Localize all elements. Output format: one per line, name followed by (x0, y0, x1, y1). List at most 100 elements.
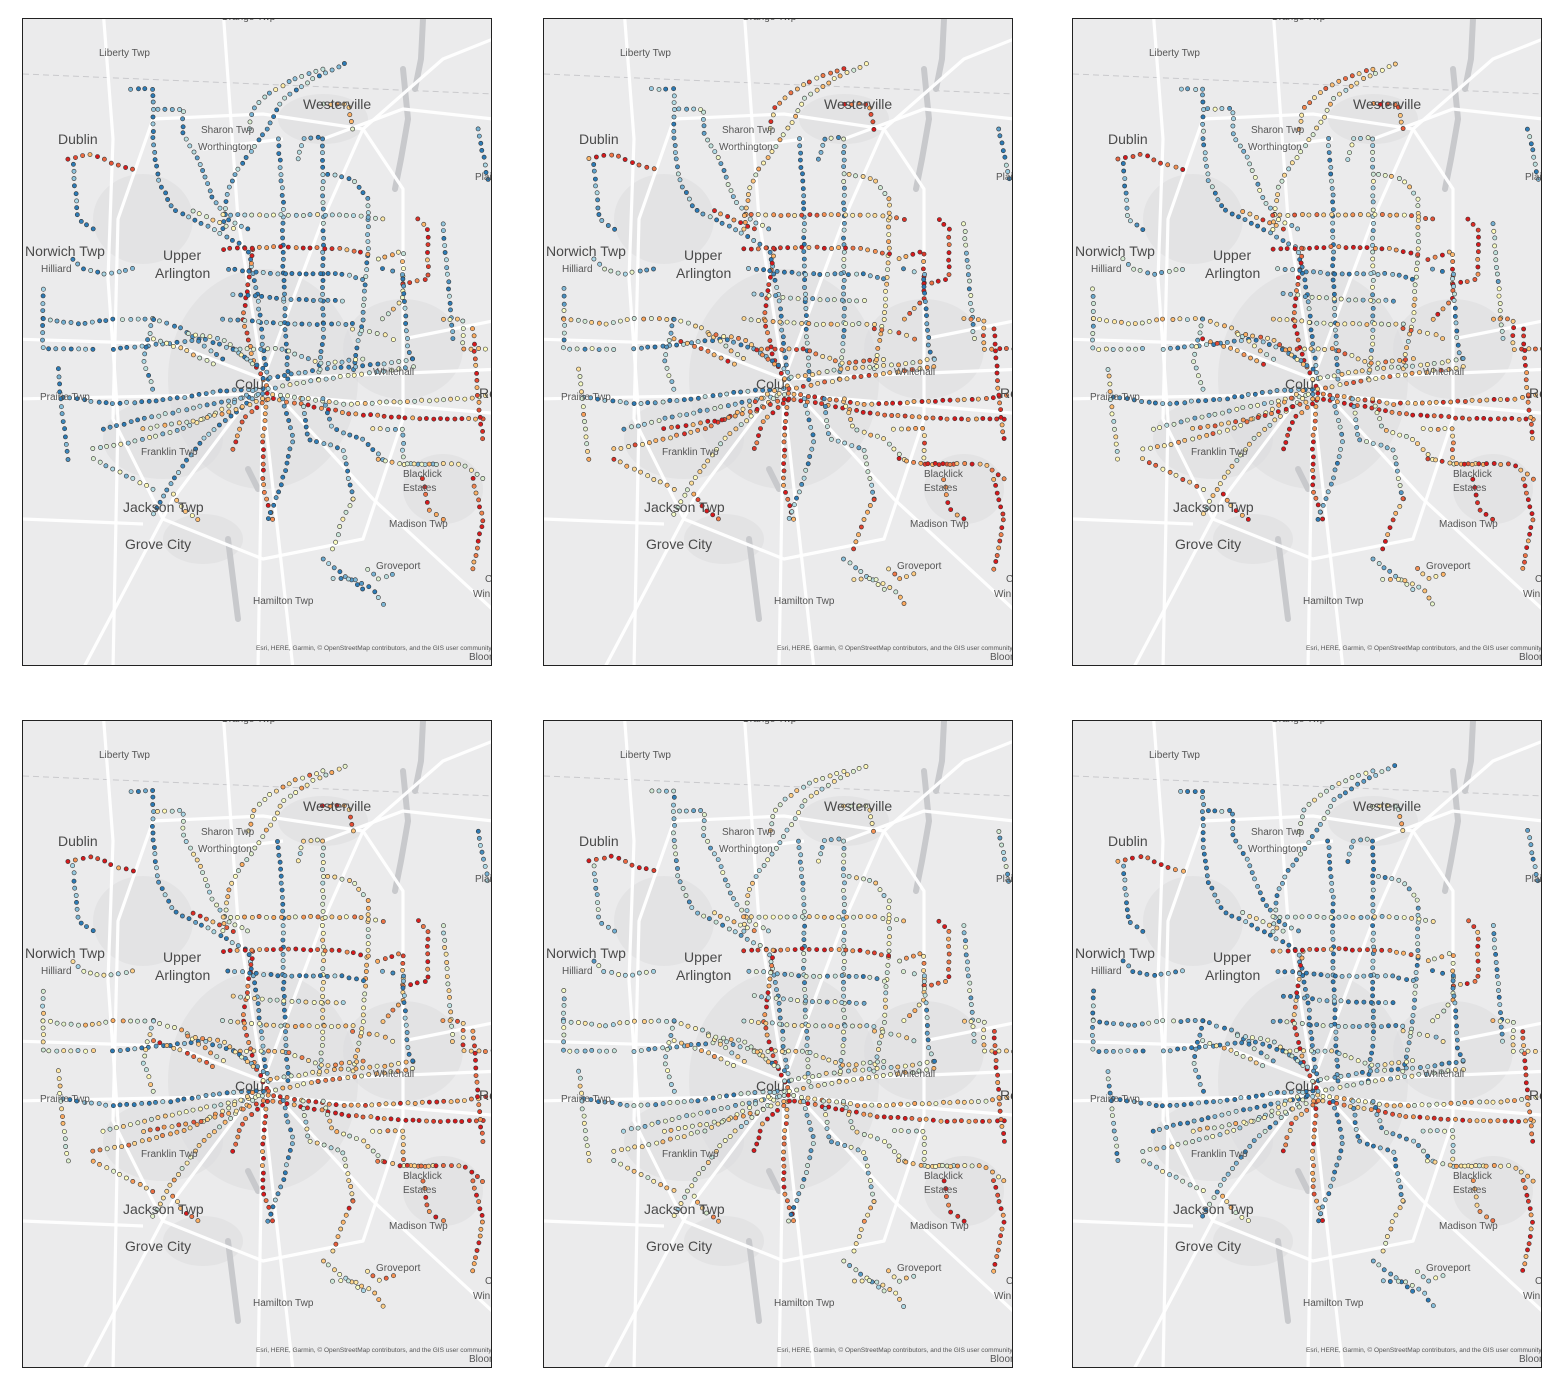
stop-point (871, 127, 877, 132)
stop-point (1131, 397, 1137, 403)
stop-point (478, 1124, 483, 1130)
stop-point (1247, 211, 1253, 217)
stop-point (1325, 271, 1331, 277)
stop-point (419, 461, 425, 467)
stop-point (284, 411, 289, 416)
place-label-sharon: Sharon Twp (722, 125, 776, 136)
stop-point (818, 851, 824, 857)
stop-point (963, 952, 969, 958)
stop-point (151, 1038, 156, 1044)
stop-point (270, 1218, 275, 1224)
stop-point (717, 1094, 723, 1100)
stop-point (1497, 308, 1503, 314)
stop-point (596, 212, 602, 217)
stop-point (1238, 422, 1244, 428)
place-label-estates: Estates (924, 483, 958, 494)
stop-point (651, 266, 656, 272)
stop-point (289, 1141, 295, 1147)
stop-point (835, 438, 841, 444)
place-label-worthington: Worthington (198, 142, 252, 153)
stop-point (1331, 291, 1337, 297)
stop-point (853, 1062, 859, 1068)
stop-point (739, 411, 745, 417)
stop-point (471, 483, 477, 489)
map-3: Orange TwpLiberty TwpWestervilleDublinSh… (1072, 18, 1542, 666)
stop-point (365, 239, 371, 244)
stop-point (791, 516, 796, 522)
stop-point (829, 1139, 834, 1145)
stop-point (448, 1009, 454, 1015)
stop-point (259, 400, 265, 406)
stop-point (980, 416, 986, 421)
stop-point (788, 997, 794, 1002)
stop-point (1524, 126, 1530, 132)
stop-point (824, 999, 830, 1005)
stop-point (1336, 418, 1341, 423)
stop-point (1091, 316, 1096, 321)
stop-point (1364, 322, 1370, 327)
stop-point (1376, 399, 1382, 405)
stop-point (365, 1143, 371, 1149)
stop-point (844, 70, 850, 75)
stop-point (826, 80, 832, 86)
stop-point (281, 998, 287, 1004)
stop-point (172, 1025, 177, 1030)
stop-point (132, 400, 138, 406)
stop-point (873, 1074, 879, 1080)
stop-point (1449, 447, 1455, 453)
stop-point (903, 254, 909, 259)
stop-point (1171, 421, 1177, 427)
stop-point (253, 987, 258, 993)
stop-point (1332, 327, 1338, 333)
stop-point (291, 400, 297, 406)
stop-point (169, 905, 175, 911)
stop-point (820, 1055, 826, 1061)
stop-point (272, 1197, 278, 1203)
stop-point (1423, 216, 1428, 221)
stop-point (1346, 297, 1352, 303)
stop-point (345, 1075, 351, 1080)
stop-point (152, 859, 158, 864)
stop-point (446, 286, 451, 292)
stop-point (103, 318, 109, 323)
stop-point (824, 1119, 830, 1125)
stop-point (1476, 234, 1481, 240)
stop-point (863, 764, 869, 769)
stop-point (1204, 163, 1209, 169)
stop-point (48, 1018, 53, 1024)
stop-point (886, 196, 892, 202)
stop-point (125, 440, 131, 446)
stop-point (191, 851, 196, 857)
stop-point (183, 1210, 189, 1216)
stop-point (989, 467, 995, 473)
stop-point (260, 1170, 266, 1176)
stop-point (1251, 343, 1257, 349)
stop-point (402, 1015, 408, 1021)
stop-point (671, 386, 677, 392)
stop-point (1325, 143, 1331, 149)
stop-point (814, 244, 820, 250)
stop-point (360, 277, 365, 282)
stop-point (366, 1072, 372, 1077)
stop-point (1527, 134, 1533, 140)
stop-point (1237, 452, 1243, 458)
stop-point (342, 1156, 348, 1162)
stop-point (611, 1148, 617, 1154)
map-2: Orange TwpLiberty TwpWestervilleDublinSh… (543, 18, 1013, 666)
stop-point (150, 1189, 156, 1194)
stop-point (242, 245, 248, 251)
stop-point (219, 406, 225, 412)
stop-point (353, 275, 359, 281)
stop-point (128, 86, 133, 92)
stop-point (479, 510, 485, 516)
stop-point (745, 198, 751, 203)
stop-point (474, 377, 480, 383)
stop-point (320, 1098, 326, 1104)
stop-point (1257, 348, 1263, 354)
stop-point (319, 923, 325, 928)
stop-point (781, 392, 787, 397)
stop-point (806, 946, 812, 952)
stop-point (469, 1169, 475, 1175)
stop-point (440, 1018, 446, 1023)
stop-point (328, 442, 333, 448)
